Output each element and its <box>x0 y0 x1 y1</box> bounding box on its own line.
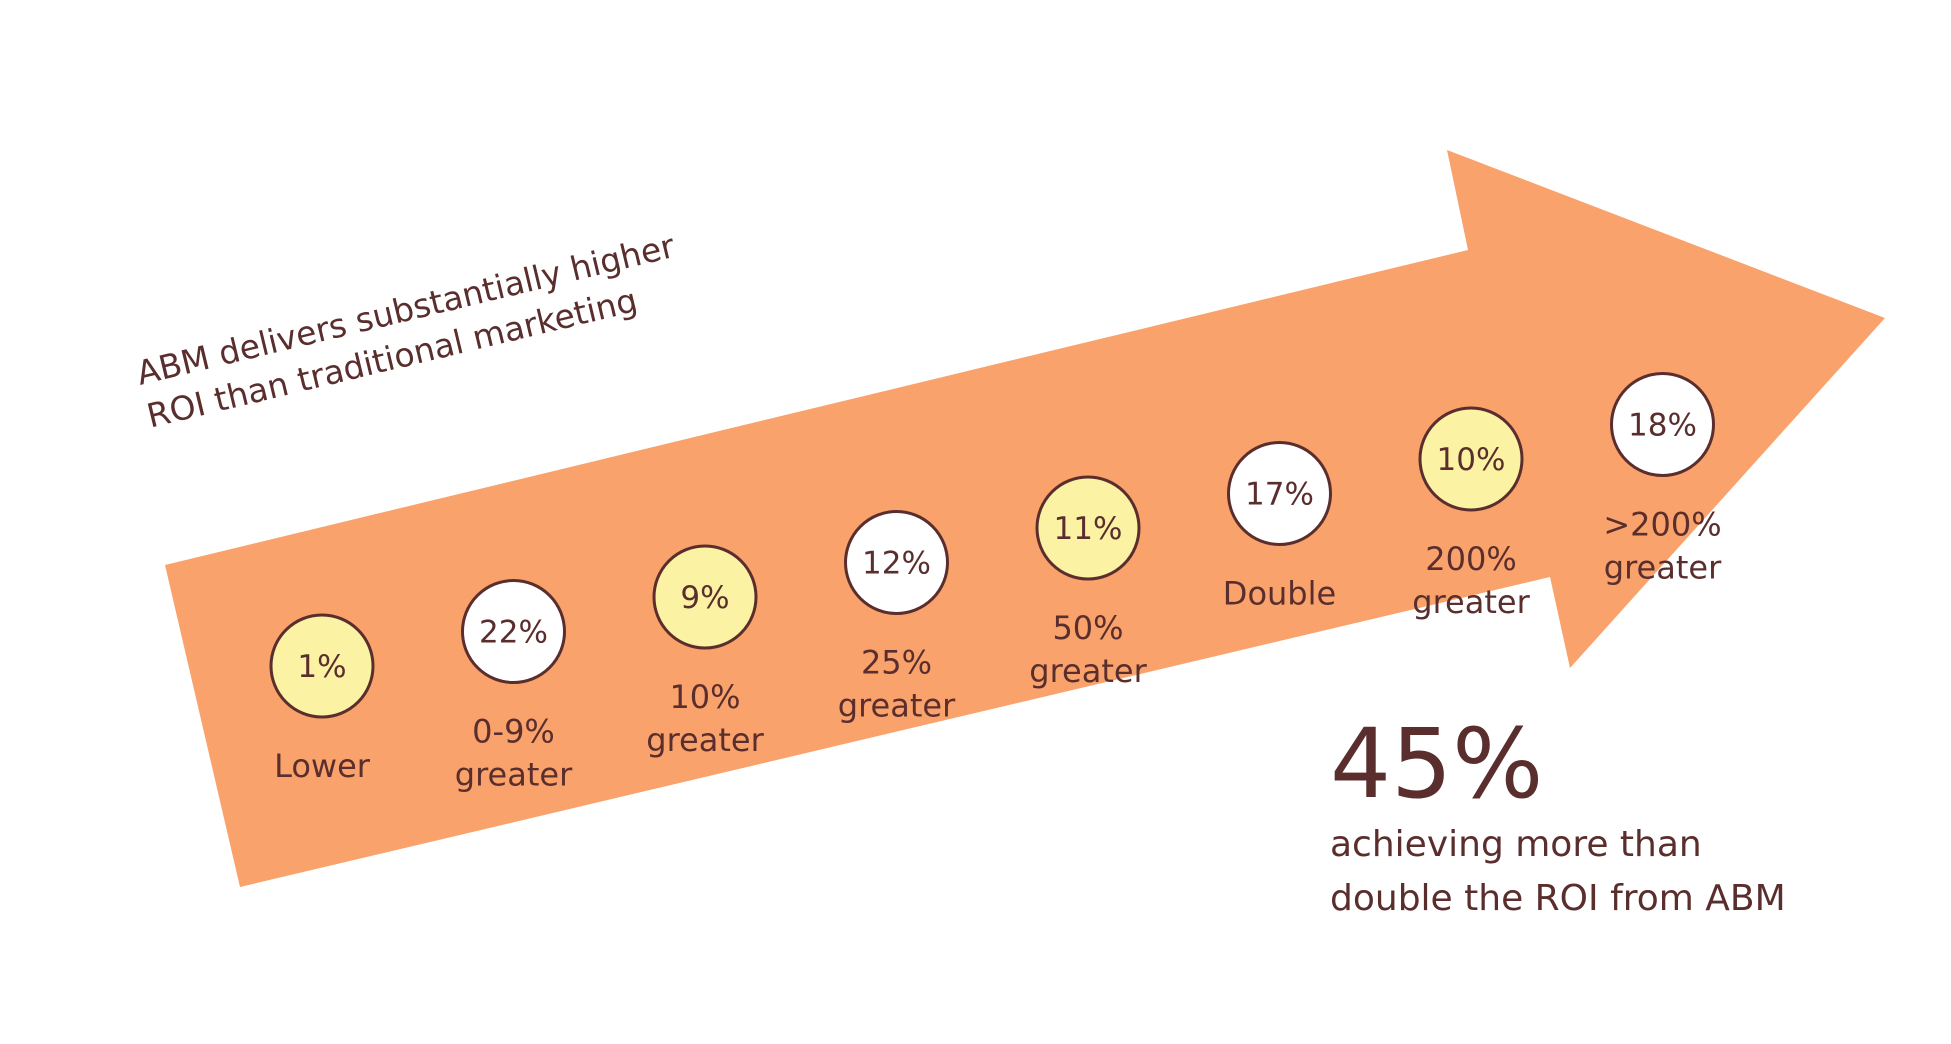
category-label: >200% <box>1603 506 1721 544</box>
category-label: 25% <box>861 644 932 682</box>
category-label: 200% <box>1425 540 1516 578</box>
value-label: 9% <box>680 580 729 616</box>
value-label: 1% <box>297 649 346 685</box>
category-label: 50% <box>1052 609 1123 647</box>
data-point: 10% 200% greater <box>1412 406 1531 621</box>
data-point: 11% 50% greater <box>1029 475 1148 690</box>
value-label: 18% <box>1628 408 1697 444</box>
category-label: greater <box>838 687 956 725</box>
callout-line-1: achieving more than <box>1330 824 1702 865</box>
value-label: 17% <box>1245 477 1314 513</box>
value-circle <box>1610 372 1715 477</box>
category-label: greater <box>646 721 764 759</box>
data-point: 1% Lower <box>269 613 375 785</box>
roi-data-points: 1% Lower 22% 0-9% greater 9% 10% greater 12% 25% g… <box>269 372 1722 794</box>
data-point: 18% >200% greater <box>1603 372 1722 587</box>
category-label: 0-9% <box>472 713 555 751</box>
value-circle <box>844 510 949 615</box>
category-label: 10% <box>669 678 740 716</box>
value-circle <box>1418 406 1524 512</box>
chart-title: ABM delivers substantially higher ROI th… <box>133 226 679 436</box>
value-label: 10% <box>1437 442 1506 478</box>
data-point: 9% 10% greater <box>646 544 765 759</box>
value-label: 11% <box>1054 511 1123 547</box>
category-label: Double <box>1223 575 1336 613</box>
callout: 45% achieving more than double the ROI f… <box>1330 708 1786 919</box>
trend-arrow-shape <box>165 150 1885 887</box>
category-label: greater <box>1412 583 1530 621</box>
data-point: 22% 0-9% greater <box>455 579 573 794</box>
value-label: 12% <box>862 546 931 582</box>
value-label: 22% <box>479 615 548 651</box>
value-circle <box>461 579 566 684</box>
callout-line-2: double the ROI from ABM <box>1330 878 1786 919</box>
value-circle <box>1035 475 1141 581</box>
category-label: greater <box>455 756 573 794</box>
data-point: 12% 25% greater <box>838 510 956 725</box>
category-label: greater <box>1029 652 1147 690</box>
category-label: Lower <box>274 747 371 785</box>
value-circle <box>652 544 758 650</box>
value-circle <box>269 613 375 719</box>
category-label: greater <box>1604 549 1722 587</box>
data-point: 17% Double <box>1223 441 1336 613</box>
callout-value: 45% <box>1330 708 1543 820</box>
value-circle <box>1227 441 1332 546</box>
